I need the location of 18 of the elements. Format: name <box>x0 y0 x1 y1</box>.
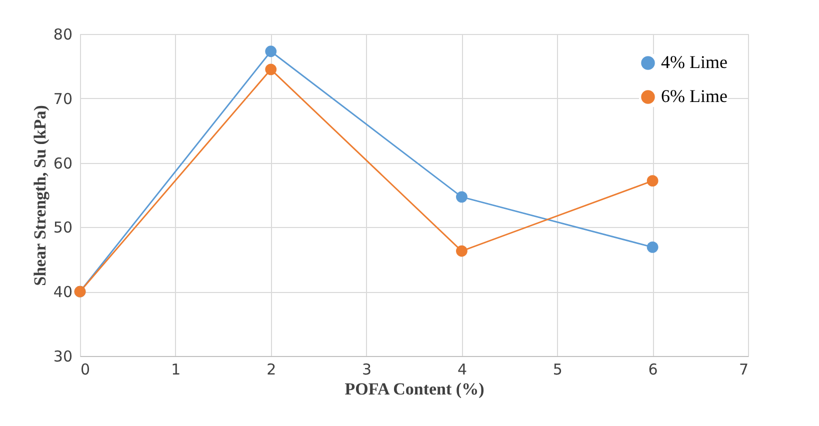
x-tick-label: 2 <box>266 360 276 378</box>
y-tick-label: 40 <box>53 283 72 302</box>
legend-label: 4% Lime <box>661 52 728 72</box>
x-tick-label: 4 <box>457 360 467 378</box>
x-tick-label: 5 <box>552 360 562 378</box>
x-tick-label: 0 <box>80 360 90 378</box>
x-tick-label: 3 <box>362 360 372 378</box>
y-tick-label: 50 <box>53 218 72 237</box>
y-tick-label: 30 <box>53 348 72 366</box>
x-tick-label: 6 <box>648 360 658 378</box>
y-tick-label: 70 <box>53 90 72 108</box>
legend-label: 6% Lime <box>661 86 728 106</box>
x-tick-label: 7 <box>738 360 748 378</box>
y-axis-title: Shear Strength, Su (kPa) <box>30 105 50 286</box>
y-tick-label: 80 <box>53 26 72 44</box>
y-tick-label: 60 <box>53 154 72 172</box>
x-axis-title: POFA Content (%) <box>344 380 484 398</box>
x-tick-label: 1 <box>171 360 181 378</box>
